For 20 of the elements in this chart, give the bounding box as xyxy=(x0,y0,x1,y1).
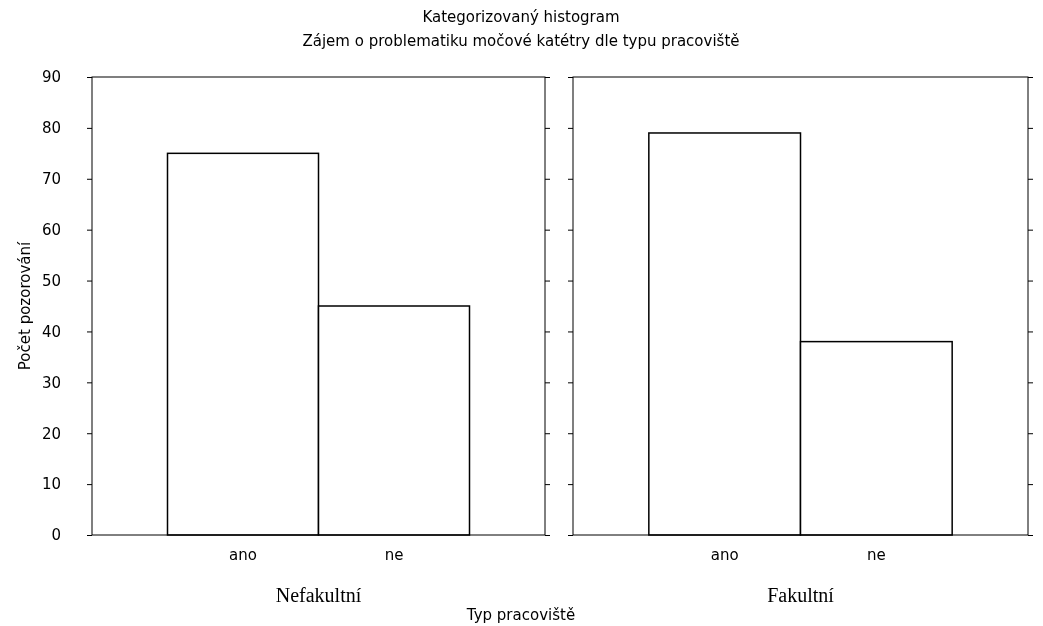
y-tick-label: 60 xyxy=(41,220,61,239)
x-tick-label: ne xyxy=(384,545,404,564)
x-tick-label: ne xyxy=(866,545,886,564)
x-axis-title: Nefakultní xyxy=(275,584,362,606)
y-tick-label: 90 xyxy=(41,68,61,87)
y-tick-label: 70 xyxy=(41,170,61,189)
y-axis-title: Počet pozorování xyxy=(16,241,34,371)
x-tick-label: ano xyxy=(710,545,739,564)
chart-title: Kategorizovaný histogram xyxy=(422,8,620,26)
text: Typ pracoviště xyxy=(465,606,576,624)
y-tick-label: 30 xyxy=(41,373,61,392)
y-tick-label: 40 xyxy=(41,322,61,341)
y-tick-label: 10 xyxy=(41,475,61,494)
y-tick-label: 20 xyxy=(41,424,61,443)
y-tick-label: 50 xyxy=(41,271,61,290)
chart-subtitle: Zájem o problematiku močové katétry dle typu pracoviště xyxy=(302,32,740,50)
y-tick-label: 0 xyxy=(51,526,61,545)
x-axis-title: Fakultní xyxy=(767,584,835,606)
x-tick-label: ano xyxy=(229,545,257,564)
y-tick-label: 80 xyxy=(41,119,61,138)
